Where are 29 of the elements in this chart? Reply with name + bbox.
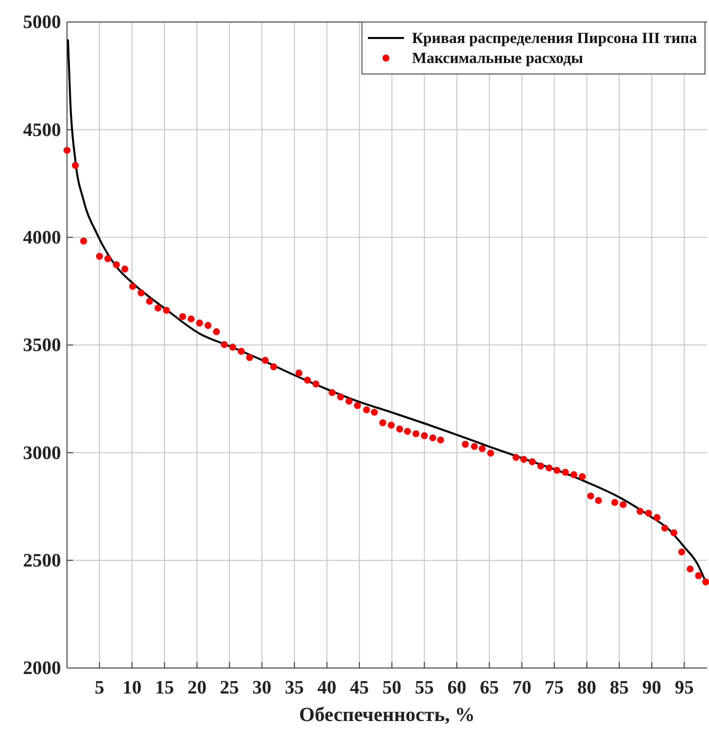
x-tick-label: 10 [122, 677, 142, 698]
legend-label: Максимальные расходы [412, 50, 584, 67]
x-tick-label: 5 [94, 677, 104, 698]
y-tick-label: 3500 [23, 335, 61, 356]
x-tick-label: 65 [480, 677, 499, 698]
x-tick-label: 40 [317, 677, 336, 698]
x-tick-label: 30 [252, 677, 272, 698]
y-tick-label: 4000 [23, 227, 61, 248]
x-tick-label: 70 [512, 677, 532, 698]
y-tick-label: 4500 [23, 120, 61, 141]
x-tick-label: 90 [642, 677, 662, 698]
y-tick-label: 2000 [23, 658, 61, 680]
x-axis-title: Обеспеченность, % [299, 704, 475, 726]
x-tick-label: 60 [447, 677, 466, 698]
x-tick-label: 15 [154, 677, 174, 698]
x-tick-label: 80 [577, 677, 596, 698]
x-tick-label: 50 [382, 677, 402, 698]
y-tick-label: 3000 [23, 442, 61, 464]
x-tick-label: 45 [350, 677, 369, 698]
x-tick-label: 35 [284, 677, 304, 698]
x-tick-label: 25 [220, 677, 239, 698]
y-tick-label: 2500 [23, 550, 61, 572]
y-tick-label: 5000 [23, 12, 61, 34]
x-tick-label: 75 [544, 677, 564, 698]
x-tick-label: 55 [414, 677, 434, 698]
x-tick-label: 85 [610, 677, 629, 698]
x-tick-label: 95 [674, 677, 694, 698]
legend-label: Кривая распределения Пирсона III типа [412, 30, 698, 47]
x-tick-label: 20 [187, 677, 206, 698]
